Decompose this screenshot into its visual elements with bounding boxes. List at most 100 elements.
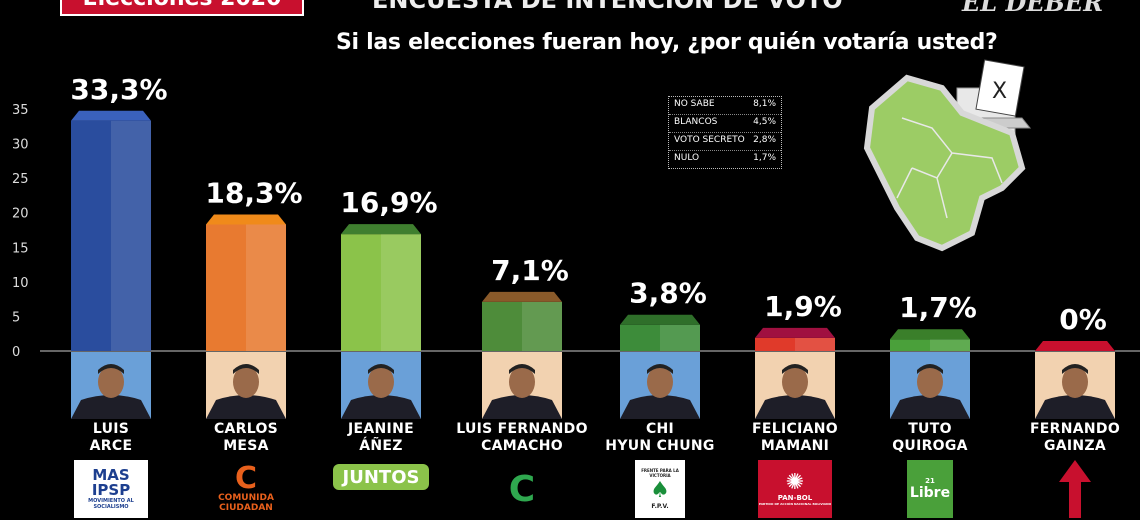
candidate-first-name: JEANINE xyxy=(348,421,414,437)
party-logo-part: MOVIMIENTO AL SOCIALISMO xyxy=(88,498,134,510)
candidate-last-name: MESA xyxy=(223,438,269,454)
legend-row: NULO 1,7% xyxy=(669,151,781,168)
candidate-first-name: CHI xyxy=(645,421,675,437)
bar xyxy=(206,224,286,351)
legend-value: 8,1% xyxy=(753,99,776,109)
bar-highlight xyxy=(795,337,835,351)
bar xyxy=(890,339,970,351)
survey-title: ENCUESTA DE INTENCIÓN DE VOTO xyxy=(372,0,843,14)
party-logo: ✺ PAN-BOL PARTIDO DE ACCIÓN NACIONAL BOLIV… xyxy=(758,460,832,518)
party-logo-part: COMUNIDA xyxy=(218,493,274,503)
legend-row: VOTO SECRETO 2,8% xyxy=(669,133,781,151)
legend-row: BLANCOS 4,5% xyxy=(669,115,781,133)
bar-top xyxy=(341,224,421,235)
bar-top xyxy=(206,214,286,225)
party-logo: 21 Libre xyxy=(907,460,953,518)
election-tag: Elecciones 2020 xyxy=(60,0,304,16)
party-logo: C COMUNIDA CIUDADAN xyxy=(209,460,283,518)
legend-label: NULO xyxy=(674,153,700,163)
party-logo-part: C xyxy=(508,468,536,510)
y-tick-label: 0 xyxy=(12,345,20,360)
bar xyxy=(755,337,835,351)
candidate-first-name: TUTO xyxy=(908,421,952,437)
bar-top xyxy=(71,110,151,121)
bolivia-map-ballot-box-icon: X xyxy=(863,59,1032,252)
data-label: 18,3% xyxy=(205,176,302,209)
candidate-first-name: CARLOS xyxy=(213,421,279,437)
bar-top xyxy=(755,327,835,338)
candidate-last-name: CAMACHO xyxy=(481,438,563,454)
party-logo-part: C xyxy=(234,461,258,496)
bar-top xyxy=(482,291,562,302)
party-logo-part: ✺ xyxy=(785,470,805,495)
party-logo-part: PARTIDO DE ACCIÓN NACIONAL BOLIVIANO xyxy=(758,502,832,506)
candidate-photo xyxy=(206,352,286,419)
candidate-last-name: GAINZA xyxy=(1043,438,1107,454)
candidate-first-name: FELICIANO xyxy=(752,421,838,437)
bar xyxy=(620,324,700,351)
data-label: 16,9% xyxy=(340,186,437,219)
data-label: 33,3% xyxy=(70,73,167,106)
bar-highlight xyxy=(660,324,700,351)
bar-highlight xyxy=(246,224,286,351)
candidate-name: LUIS ARCE xyxy=(41,421,181,455)
party-logo-part xyxy=(1059,460,1091,518)
data-label: 7,1% xyxy=(491,254,569,287)
candidate-photo xyxy=(755,352,835,419)
y-tick-label: 15 xyxy=(12,241,29,256)
party-logo-part: FRENTE PARA LA VICTORIA xyxy=(641,468,679,478)
candidate-photo xyxy=(620,352,700,419)
bar xyxy=(482,301,562,351)
y-tick-label: 5 xyxy=(12,310,20,325)
bar-top xyxy=(1035,341,1115,351)
party-logo xyxy=(1038,460,1112,518)
candidate-photo xyxy=(341,352,421,419)
party-logo-part: CIUDADAN xyxy=(219,503,273,513)
party-logo-part: MAS xyxy=(92,466,130,484)
candidate-last-name: MAMANI xyxy=(760,438,830,454)
candidate-first-name: LUIS FERNANDO xyxy=(456,421,588,437)
party-logo: FRENTE PARA LA VICTORIA ♠ F.P.V. xyxy=(635,460,685,518)
data-label: 3,8% xyxy=(629,277,707,310)
party-logo-part: JUNTOS xyxy=(342,466,420,488)
data-label: 1,9% xyxy=(764,290,842,323)
svg-text:X: X xyxy=(992,79,1007,104)
candidate-photo xyxy=(890,352,970,419)
other-responses-table: NO SABE 8,1% BLANCOS 4,5% VOTO SECRETO 2,8% NU… xyxy=(668,96,782,169)
party-logo-part: 21 xyxy=(925,477,935,485)
candidate-name: LUIS FERNANDO CAMACHO xyxy=(452,421,592,455)
candidate-last-name: ÁÑEZ xyxy=(359,438,403,454)
y-tick-label: 10 xyxy=(12,276,29,291)
y-tick-label: 30 xyxy=(12,138,29,153)
candidate-last-name: ARCE xyxy=(89,438,133,454)
party-logo-part: PAN-BOL xyxy=(777,494,813,502)
party-logo-part: ♠ xyxy=(650,478,670,503)
candidate-name: TUTO QUIROGA xyxy=(860,421,1000,455)
data-label: 1,7% xyxy=(899,291,977,324)
party-logo: C xyxy=(485,460,559,518)
party-logo: MAS IPSP MOVIMIENTO AL SOCIALISMO xyxy=(74,460,148,518)
candidate-last-name: HYUN CHUNG xyxy=(605,438,715,454)
brand-logo: EL DEBER xyxy=(962,0,1104,17)
bar-highlight xyxy=(381,234,421,351)
bar-highlight xyxy=(930,339,970,351)
y-tick-label: 35 xyxy=(12,103,29,118)
party-logo: JUNTOS xyxy=(333,464,429,490)
legend-label: BLANCOS xyxy=(674,117,718,127)
bar xyxy=(71,120,151,351)
legend-value: 4,5% xyxy=(753,117,776,127)
legend-value: 2,8% xyxy=(753,135,776,145)
bar-highlight xyxy=(111,120,151,351)
party-logo-part: IPSP xyxy=(91,481,131,499)
bar xyxy=(341,234,421,351)
legend-label: VOTO SECRETO xyxy=(674,135,745,145)
candidate-last-name: QUIROGA xyxy=(892,438,968,454)
bar-highlight xyxy=(522,301,562,351)
party-logo-part: F.P.V. xyxy=(651,503,669,510)
candidate-name: CHI HYUN CHUNG xyxy=(590,421,730,455)
chart-subtitle: Si las elecciones fueran hoy, ¿por quién… xyxy=(336,30,998,55)
candidate-photo xyxy=(71,352,151,419)
bar-top xyxy=(890,329,970,340)
bar-top xyxy=(620,314,700,325)
